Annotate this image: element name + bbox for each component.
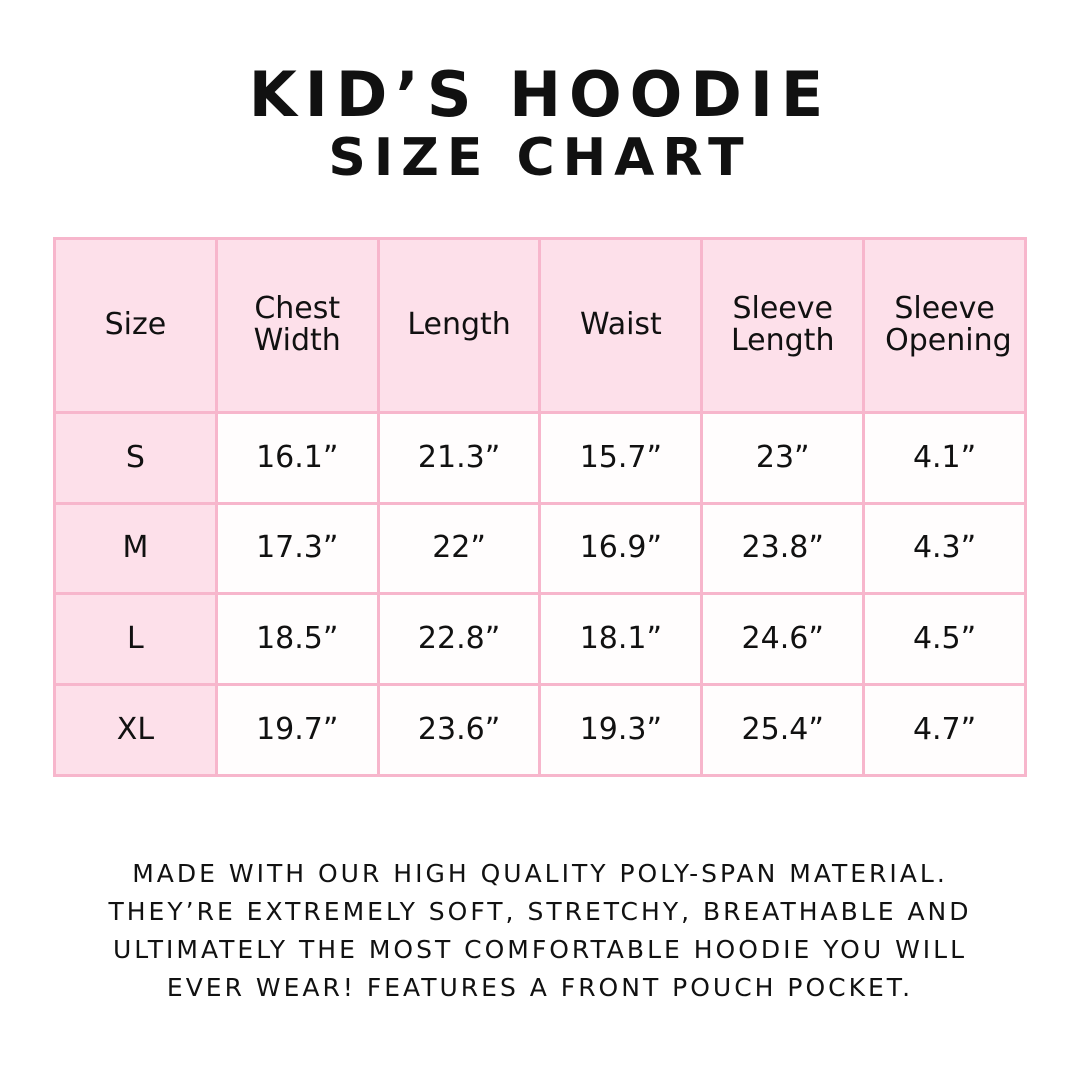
size-cell: L	[53, 592, 218, 687]
measurement-cell: 4.7”	[862, 683, 1027, 777]
measurement-cell: 18.1”	[538, 592, 704, 687]
measurement-cell: 4.5”	[862, 592, 1027, 687]
footer: MADE WITH OUR HIGH QUALITY POLY-SPAN MAT…	[0, 855, 1080, 1007]
measurement-cell: 4.1”	[862, 410, 1027, 505]
size-table: Size Chest Width Length Waist Sleeve Length S…	[53, 237, 1027, 777]
table-row: L 18.5” 22.8” 18.1” 24.6” 4.5”	[53, 592, 1027, 687]
table-row: XL 19.7” 23.6” 19.3” 25.4” 4.7”	[53, 683, 1027, 777]
measurement-cell: 23.6”	[376, 683, 542, 777]
subtitle: SIZE CHART	[328, 128, 752, 188]
table-row: M 17.3” 22” 16.9” 23.8” 4.3”	[53, 501, 1027, 596]
column-header: Length	[376, 237, 542, 414]
measurement-cell: 23”	[700, 410, 866, 505]
footer-line: MADE WITH OUR HIGH QUALITY POLY-SPAN MAT…	[132, 859, 948, 888]
measurement-cell: 17.3”	[214, 501, 380, 596]
measurement-cell: 22.8”	[376, 592, 542, 687]
measurement-cell: 15.7”	[538, 410, 704, 505]
column-header: Sleeve Length	[700, 237, 866, 414]
footer-line: THEY’RE EXTREMELY SOFT, STRETCHY, BREATH…	[108, 897, 972, 926]
footer-line: ULTIMATELY THE MOST COMFORTABLE HOODIE Y…	[112, 935, 968, 964]
measurement-cell: 25.4”	[700, 683, 866, 777]
size-cell: M	[53, 501, 218, 596]
measurement-cell: 24.6”	[700, 592, 866, 687]
footer-line: EVER WEAR! FEATURES A FRONT POUCH POCKET…	[166, 973, 914, 1002]
header-row: Size Chest Width Length Waist Sleeve Length S…	[53, 237, 1027, 414]
measurement-cell: 18.5”	[214, 592, 380, 687]
column-header: Size	[53, 237, 218, 414]
size-cell: S	[53, 410, 218, 505]
measurement-cell: 16.9”	[538, 501, 704, 596]
title: KID’S HOODIE	[248, 58, 832, 131]
measurement-cell: 4.3”	[862, 501, 1027, 596]
column-header: Chest Width	[214, 237, 380, 414]
column-header: Sleeve Opening	[862, 237, 1027, 414]
measurement-cell: 19.3”	[538, 683, 704, 777]
measurement-cell: 23.8”	[700, 501, 866, 596]
measurement-cell: 19.7”	[214, 683, 380, 777]
table-row: S 16.1” 21.3” 15.7” 23” 4.1”	[53, 410, 1027, 505]
size-cell: XL	[53, 683, 218, 777]
measurement-cell: 22”	[376, 501, 542, 596]
measurement-cell: 16.1”	[214, 410, 380, 505]
measurement-cell: 21.3”	[376, 410, 542, 505]
column-header: Waist	[538, 237, 704, 414]
